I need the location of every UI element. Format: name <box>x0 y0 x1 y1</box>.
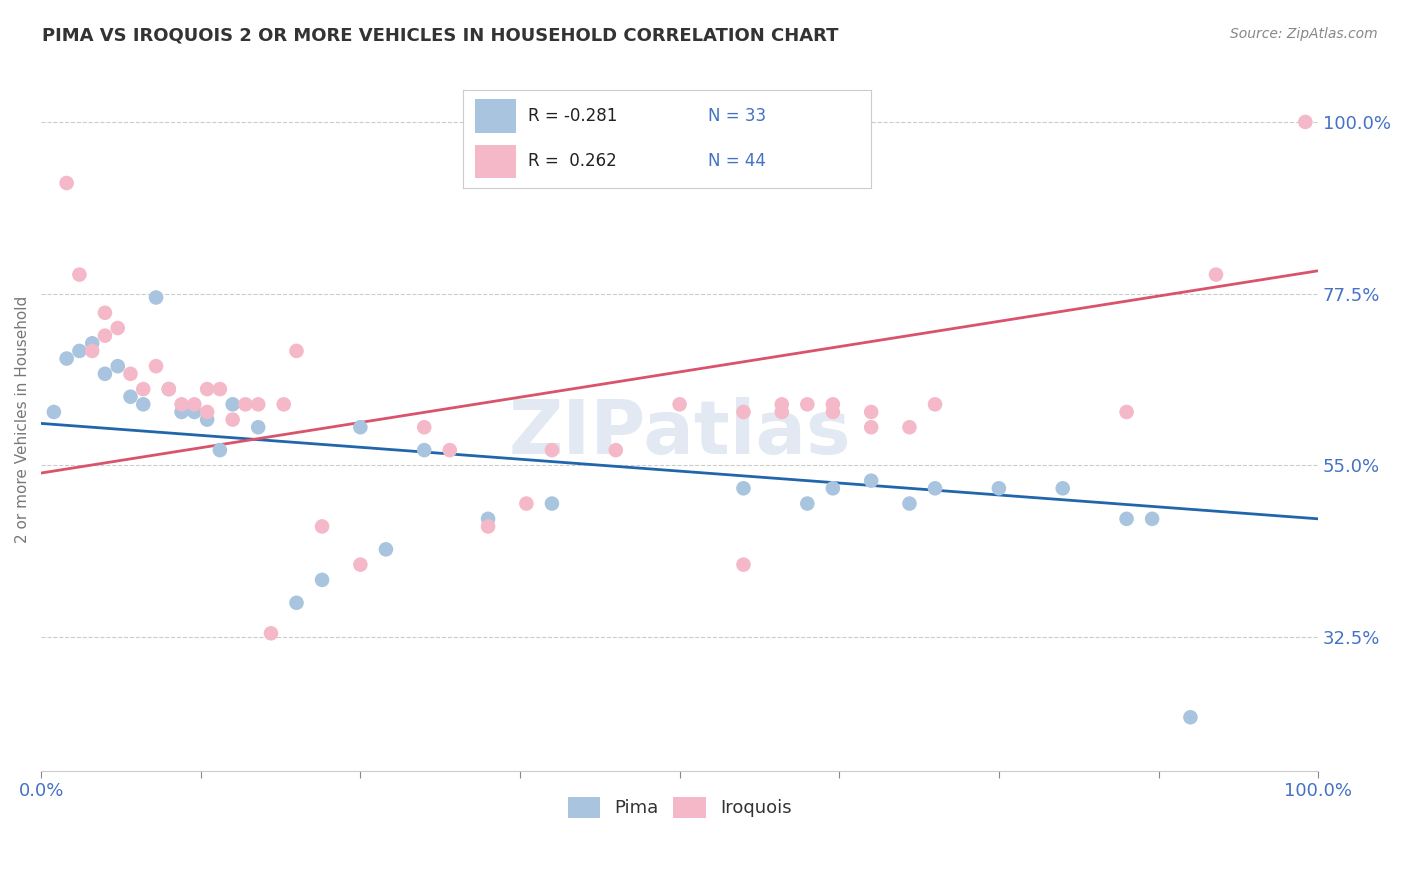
Point <box>247 397 270 411</box>
Point <box>898 497 921 511</box>
Point <box>770 405 793 419</box>
Point <box>898 420 921 434</box>
Point <box>285 343 308 358</box>
Point <box>311 573 333 587</box>
Point <box>157 382 180 396</box>
Point <box>1052 481 1074 495</box>
Point <box>924 481 946 495</box>
Point <box>821 405 844 419</box>
Point <box>157 382 180 396</box>
Point <box>796 497 818 511</box>
Point <box>1294 115 1316 129</box>
Point <box>413 420 436 434</box>
Point <box>860 474 883 488</box>
Point <box>1140 512 1163 526</box>
Point <box>107 321 129 335</box>
Point <box>349 558 371 572</box>
Point <box>145 359 167 374</box>
Point <box>55 351 77 366</box>
Point <box>605 443 627 458</box>
Point <box>55 176 77 190</box>
Point <box>541 497 564 511</box>
Point <box>477 512 499 526</box>
Point <box>145 291 167 305</box>
Text: Source: ZipAtlas.com: Source: ZipAtlas.com <box>1230 27 1378 41</box>
Point <box>208 382 231 396</box>
Point <box>924 397 946 411</box>
Point <box>439 443 461 458</box>
Point <box>195 382 218 396</box>
Point <box>120 367 142 381</box>
Point <box>860 405 883 419</box>
Point <box>247 420 270 434</box>
Point <box>260 626 283 640</box>
Point <box>477 519 499 533</box>
Point <box>42 405 65 419</box>
Point <box>733 558 755 572</box>
Point <box>1180 710 1202 724</box>
Point <box>1115 512 1137 526</box>
Point <box>733 405 755 419</box>
Point <box>821 397 844 411</box>
Point <box>67 268 90 282</box>
Point <box>82 336 104 351</box>
Point <box>235 397 257 411</box>
Point <box>94 328 117 343</box>
Legend: Pima, Iroquois: Pima, Iroquois <box>561 789 799 825</box>
Point <box>733 481 755 495</box>
Point <box>770 397 793 411</box>
Point <box>374 542 396 557</box>
Point <box>183 405 205 419</box>
Point <box>170 405 193 419</box>
Point <box>195 412 218 426</box>
Point <box>541 443 564 458</box>
Point <box>311 519 333 533</box>
Point <box>120 390 142 404</box>
Point <box>183 397 205 411</box>
Point <box>208 443 231 458</box>
Point <box>860 420 883 434</box>
Point <box>107 359 129 374</box>
Point <box>170 397 193 411</box>
Text: PIMA VS IROQUOIS 2 OR MORE VEHICLES IN HOUSEHOLD CORRELATION CHART: PIMA VS IROQUOIS 2 OR MORE VEHICLES IN H… <box>42 27 839 45</box>
Point <box>821 481 844 495</box>
Text: ZIPatlas: ZIPatlas <box>509 397 851 470</box>
Point <box>413 443 436 458</box>
Point <box>94 306 117 320</box>
Point <box>82 343 104 358</box>
Point <box>515 497 537 511</box>
Y-axis label: 2 or more Vehicles in Household: 2 or more Vehicles in Household <box>15 296 30 543</box>
Point <box>132 382 155 396</box>
Point <box>987 481 1010 495</box>
Point <box>349 420 371 434</box>
Point <box>273 397 295 411</box>
Point <box>668 397 690 411</box>
Point <box>67 343 90 358</box>
Point <box>221 397 243 411</box>
Point <box>132 397 155 411</box>
Point <box>195 405 218 419</box>
Point <box>285 596 308 610</box>
Point <box>94 367 117 381</box>
Point <box>1115 405 1137 419</box>
Point <box>221 412 243 426</box>
Point <box>1205 268 1227 282</box>
Point <box>796 397 818 411</box>
